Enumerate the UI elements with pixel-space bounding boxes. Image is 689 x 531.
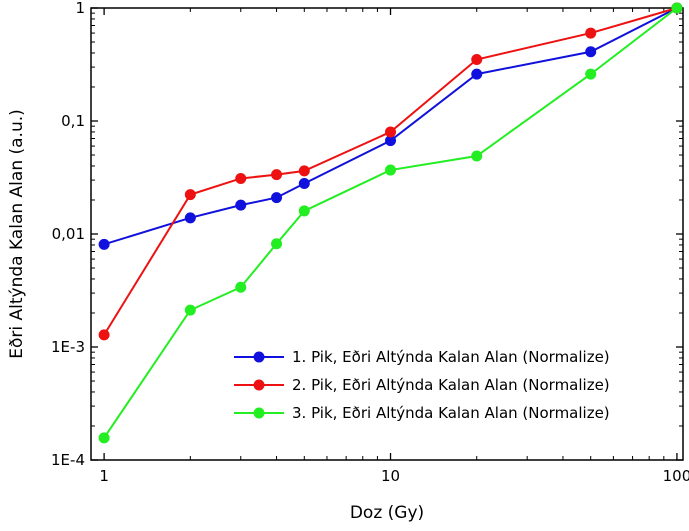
data-point [298, 205, 310, 217]
data-point [471, 150, 483, 162]
legend-label: 3. Pik, Eðri Altýnda Kalan Alan (Normali… [292, 404, 610, 422]
legend-label: 2. Pik, Eðri Altýnda Kalan Alan (Normali… [292, 376, 610, 394]
x-tick-label: 1 [99, 467, 109, 485]
series-1 [98, 2, 683, 250]
data-point [671, 2, 683, 14]
data-point [184, 212, 196, 224]
data-point [235, 281, 247, 293]
data-point [385, 135, 397, 147]
data-point [271, 238, 283, 250]
data-point [271, 192, 283, 204]
y-tick-label: 1E-3 [51, 338, 85, 356]
series-3 [98, 2, 683, 444]
x-tick-label: 10 [381, 467, 400, 485]
data-point [271, 169, 283, 181]
series-layer [98, 2, 683, 444]
series-2 [98, 2, 683, 341]
legend: 1. Pik, Eðri Altýnda Kalan Alan (Normali… [234, 348, 610, 422]
legend-swatch-marker [253, 351, 265, 363]
series-1-line [103, 7, 678, 246]
data-point [184, 304, 196, 316]
y-tick-label: 0,01 [52, 225, 85, 243]
data-point [235, 172, 247, 184]
axis-ticks [91, 7, 683, 461]
data-point [184, 189, 196, 201]
y-tick-label: 0,1 [61, 112, 85, 130]
data-point [385, 164, 397, 176]
data-point [98, 329, 110, 341]
data-point [385, 126, 397, 138]
x-tick-label: 100 [663, 467, 689, 485]
data-point [585, 46, 597, 58]
data-point [471, 54, 483, 66]
data-point [585, 68, 597, 80]
y-tick-label: 1 [75, 0, 85, 17]
legend-label: 1. Pik, Eðri Altýnda Kalan Alan (Normali… [292, 348, 610, 366]
y-tick-label: 1E-4 [51, 451, 85, 469]
data-point [235, 199, 247, 211]
x-axis-title: Doz (Gy) [350, 503, 424, 523]
legend-swatch-marker [253, 379, 265, 391]
data-point [98, 432, 110, 444]
legend-swatch-marker [253, 407, 265, 419]
data-point [585, 27, 597, 39]
data-point [298, 177, 310, 189]
y-axis-title: Eðri Altýnda Kalan Alan (a.u.) [7, 109, 27, 359]
axis-tick-labels: 1 10 100 1E-4 1E-3 0,01 0,1 1 [51, 0, 689, 485]
data-point [298, 165, 310, 177]
data-point [471, 68, 483, 80]
data-point [98, 238, 110, 250]
